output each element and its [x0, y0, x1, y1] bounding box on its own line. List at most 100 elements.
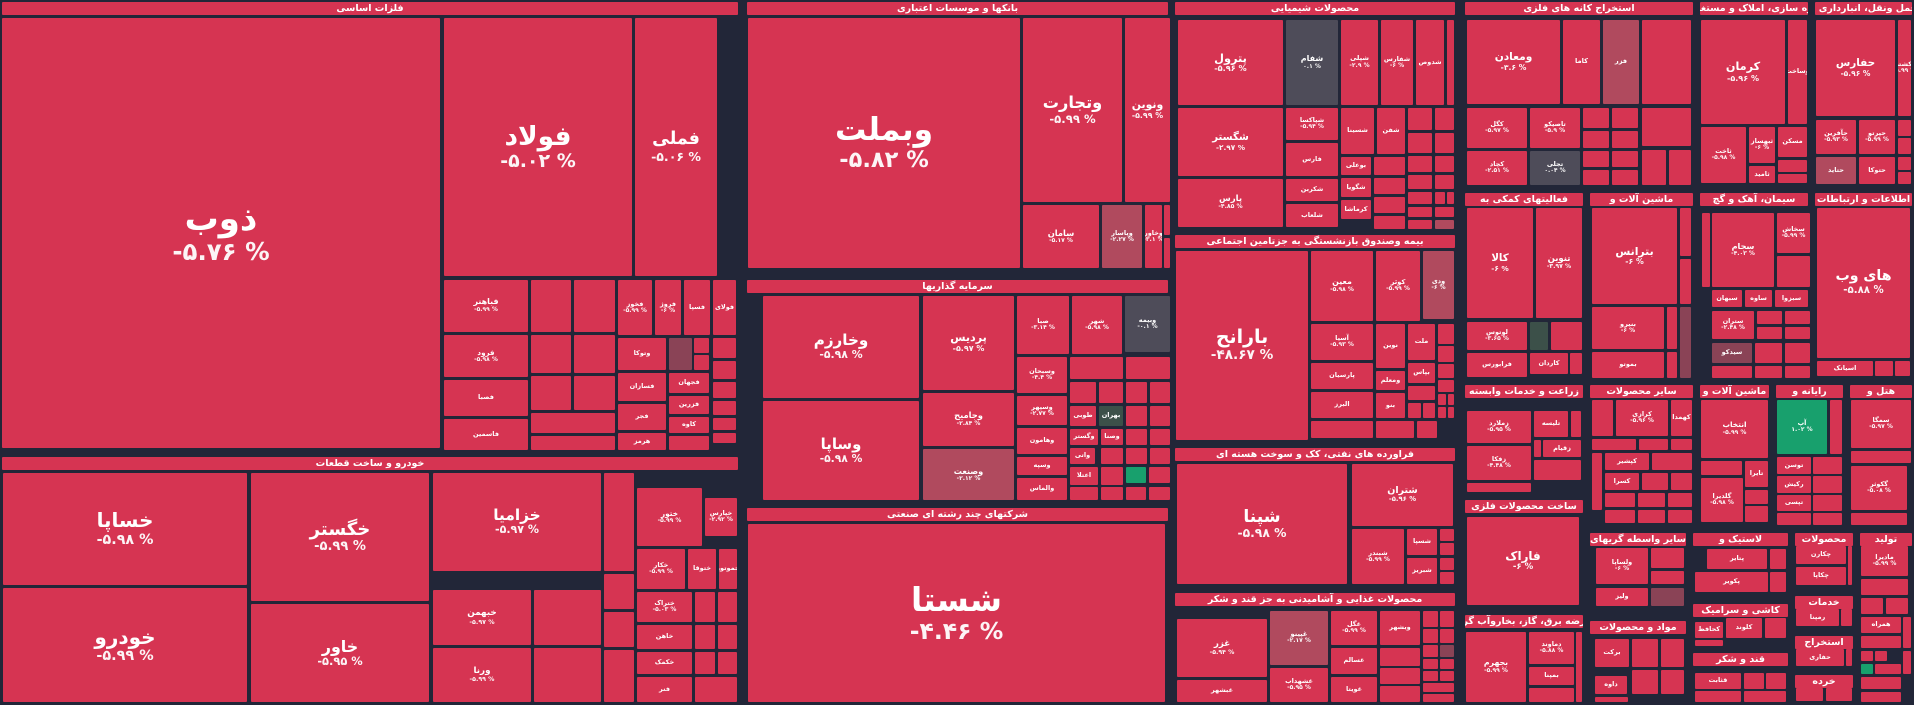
mini-stock-tile[interactable] — [718, 592, 737, 622]
stock-tile-computer-3[interactable]: تپسی — [1777, 495, 1811, 511]
stock-tile-basic-metals-1[interactable]: فولاد -۵.۰۲ % — [444, 18, 632, 276]
stock-tile-basic-metals-13[interactable]: فجر — [618, 404, 666, 430]
mini-stock-tile[interactable] — [1813, 476, 1842, 493]
stock-tile-computer-0[interactable]: آپ ۱.۰۲ % — [1777, 400, 1827, 454]
stock-tile-insurance-2[interactable]: کوثر -۵.۹۹ % — [1376, 251, 1420, 321]
stock-tile-basic-metals-16[interactable]: فزرین — [669, 396, 709, 414]
stock-tile-insurance-7[interactable]: پارسیان — [1311, 363, 1373, 389]
stock-tile-automotive-10[interactable]: ختوقا — [688, 549, 716, 589]
stock-tile-computer-1[interactable]: توسن — [1777, 457, 1811, 474]
mini-stock-tile[interactable] — [1875, 361, 1893, 376]
mini-stock-tile[interactable] — [695, 592, 715, 622]
mini-stock-tile[interactable] — [1745, 490, 1768, 504]
mini-stock-tile[interactable] — [694, 338, 709, 353]
mini-stock-tile[interactable] — [1374, 178, 1405, 194]
stock-tile-oil-products-1[interactable]: شتران -۵.۹۶ % — [1352, 464, 1453, 526]
stock-tile-food-beverage-3[interactable]: غشهداب -۵.۹۵ % — [1270, 668, 1328, 702]
mini-stock-tile[interactable] — [1695, 640, 1723, 646]
stock-tile-metal-ores-4[interactable]: تاصیکو -۵.۹ % — [1530, 108, 1580, 148]
stock-tile-metal-ores-5[interactable]: کچاد -۲.۵۱ % — [1467, 151, 1527, 185]
stock-tile-metal-ores-2[interactable]: فزر — [1603, 20, 1639, 104]
mini-stock-tile[interactable] — [1642, 150, 1666, 185]
stock-tile-metal-ores-3[interactable]: کگل -۵.۹۷ % — [1467, 108, 1527, 148]
stock-tile-real-estate-0[interactable]: کرمان -۵.۹۶ % — [1701, 20, 1785, 124]
stock-tile-basic-metals-4[interactable]: فرود -۵.۹۸ % — [444, 335, 528, 377]
stock-tile-paper-products-1[interactable]: چکاپا — [1796, 567, 1846, 585]
mini-stock-tile[interactable] — [1744, 673, 1764, 689]
stock-tile-investments-12[interactable]: والماس — [1017, 478, 1067, 500]
mini-stock-tile[interactable] — [1423, 694, 1454, 702]
mini-stock-tile[interactable] — [1529, 688, 1574, 702]
stock-tile-chemicals-12[interactable]: شلعاب — [1286, 204, 1338, 227]
mini-stock-tile[interactable] — [1150, 429, 1170, 445]
mini-stock-tile[interactable] — [1861, 651, 1873, 661]
stock-tile-real-estate-4[interactable]: مسکن — [1778, 127, 1807, 157]
stock-tile-machinery-equipment-1[interactable]: تایرا — [1745, 461, 1768, 487]
stock-tile-auxiliary-financial-4[interactable]: کاردان — [1530, 353, 1568, 374]
mini-stock-tile[interactable] — [1408, 220, 1432, 229]
mini-stock-tile[interactable] — [1376, 421, 1414, 438]
mini-stock-tile[interactable] — [1101, 487, 1123, 500]
stock-tile-auxiliary-financial-3[interactable]: فرابورس — [1467, 353, 1527, 377]
stock-tile-other-mineral-3[interactable]: کسرا — [1605, 473, 1639, 490]
stock-tile-chemicals-2[interactable]: شپلی -۲.۹ % — [1341, 20, 1378, 105]
stock-tile-investments-5[interactable]: صبا -۳.۱۴ % — [1017, 296, 1069, 354]
mini-stock-tile[interactable] — [1785, 343, 1810, 363]
mini-stock-tile[interactable] — [1861, 636, 1901, 648]
mini-stock-tile[interactable] — [1886, 598, 1908, 614]
mini-stock-tile[interactable] — [1785, 366, 1810, 378]
mini-stock-tile[interactable] — [1612, 131, 1638, 148]
mini-stock-tile[interactable] — [1435, 192, 1445, 204]
mini-stock-tile[interactable] — [1099, 382, 1123, 403]
stock-tile-chemicals-0[interactable]: پترول -۵.۹۶ % — [1178, 20, 1283, 105]
mini-stock-tile[interactable] — [1770, 549, 1786, 569]
stock-tile-basic-metals-0[interactable]: ذوب -۵.۷۶ % — [2, 18, 440, 448]
stock-tile-automotive-14[interactable]: خکمک — [637, 652, 692, 674]
stock-tile-automotive-11[interactable]: خموتور — [719, 549, 737, 589]
mini-stock-tile[interactable] — [695, 677, 737, 702]
stock-tile-chemicals-1[interactable]: شفام ۰.۱ % — [1286, 20, 1338, 105]
mini-stock-tile[interactable] — [1671, 473, 1692, 490]
mini-stock-tile[interactable] — [1778, 160, 1807, 172]
stock-tile-cement-6[interactable]: سیدکو — [1712, 343, 1752, 363]
stock-tile-investments-11[interactable]: وسپه — [1017, 457, 1067, 475]
mini-stock-tile[interactable] — [1408, 192, 1432, 204]
mini-stock-tile[interactable] — [1164, 238, 1170, 268]
mini-stock-tile[interactable] — [1583, 151, 1609, 167]
stock-tile-automotive-6[interactable]: ورنا -۵.۹۹ % — [433, 648, 531, 702]
mini-stock-tile[interactable] — [1435, 156, 1454, 172]
mini-stock-tile[interactable] — [1745, 506, 1768, 522]
mini-stock-tile[interactable] — [1440, 558, 1454, 570]
mini-stock-tile[interactable] — [1380, 686, 1420, 702]
stock-tile-auxiliary-financial-2[interactable]: لوتوس -۳.۶۵ % — [1467, 322, 1527, 350]
mini-stock-tile[interactable] — [1440, 543, 1454, 555]
stock-tile-hotel-1[interactable]: گکوثر -۵.۰۸ % — [1851, 466, 1907, 510]
mini-stock-tile[interactable] — [604, 574, 634, 609]
mini-stock-tile[interactable] — [1150, 448, 1170, 464]
stock-tile-investments-7[interactable]: وبیمه -۰.۱ % — [1125, 296, 1170, 352]
mini-stock-tile[interactable] — [1423, 611, 1438, 627]
mini-stock-tile[interactable] — [1755, 343, 1782, 363]
mini-stock-tile[interactable] — [695, 652, 715, 674]
mini-stock-tile[interactable] — [534, 590, 601, 645]
mini-stock-tile[interactable] — [1851, 513, 1907, 525]
mini-stock-tile[interactable] — [1101, 467, 1123, 485]
stock-tile-chemicals-10[interactable]: پارس -۴.۸۵ % — [1178, 179, 1283, 227]
mini-stock-tile[interactable] — [1861, 579, 1908, 595]
stock-tile-chemicals-6[interactable]: شپاکسا -۵.۹۴ % — [1286, 108, 1338, 140]
mini-stock-tile[interactable] — [1605, 493, 1635, 507]
stock-tile-metal-ores-0[interactable]: ومعادن -۳.۶ % — [1467, 20, 1560, 104]
stock-tile-cement-2[interactable]: سبهان — [1712, 290, 1742, 307]
mini-stock-tile[interactable] — [1435, 108, 1454, 130]
stock-tile-insurance-10[interactable]: البرز — [1311, 392, 1373, 418]
stock-tile-automotive-15[interactable]: فنر — [637, 677, 692, 702]
mini-stock-tile[interactable] — [1583, 131, 1609, 148]
stock-tile-investments-14[interactable]: بهران — [1099, 406, 1123, 426]
mini-stock-tile[interactable] — [1408, 207, 1432, 217]
mini-stock-tile[interactable] — [1149, 487, 1170, 500]
stock-tile-automotive-4[interactable]: خزامیا -۵.۹۷ % — [433, 473, 601, 571]
mini-stock-tile[interactable] — [1440, 671, 1454, 681]
stock-tile-agriculture-2[interactable]: زقیام — [1543, 440, 1581, 457]
stock-tile-cement-3[interactable]: ساوه — [1745, 290, 1772, 307]
stock-tile-basic-metals-15[interactable]: فجهان — [669, 373, 709, 393]
